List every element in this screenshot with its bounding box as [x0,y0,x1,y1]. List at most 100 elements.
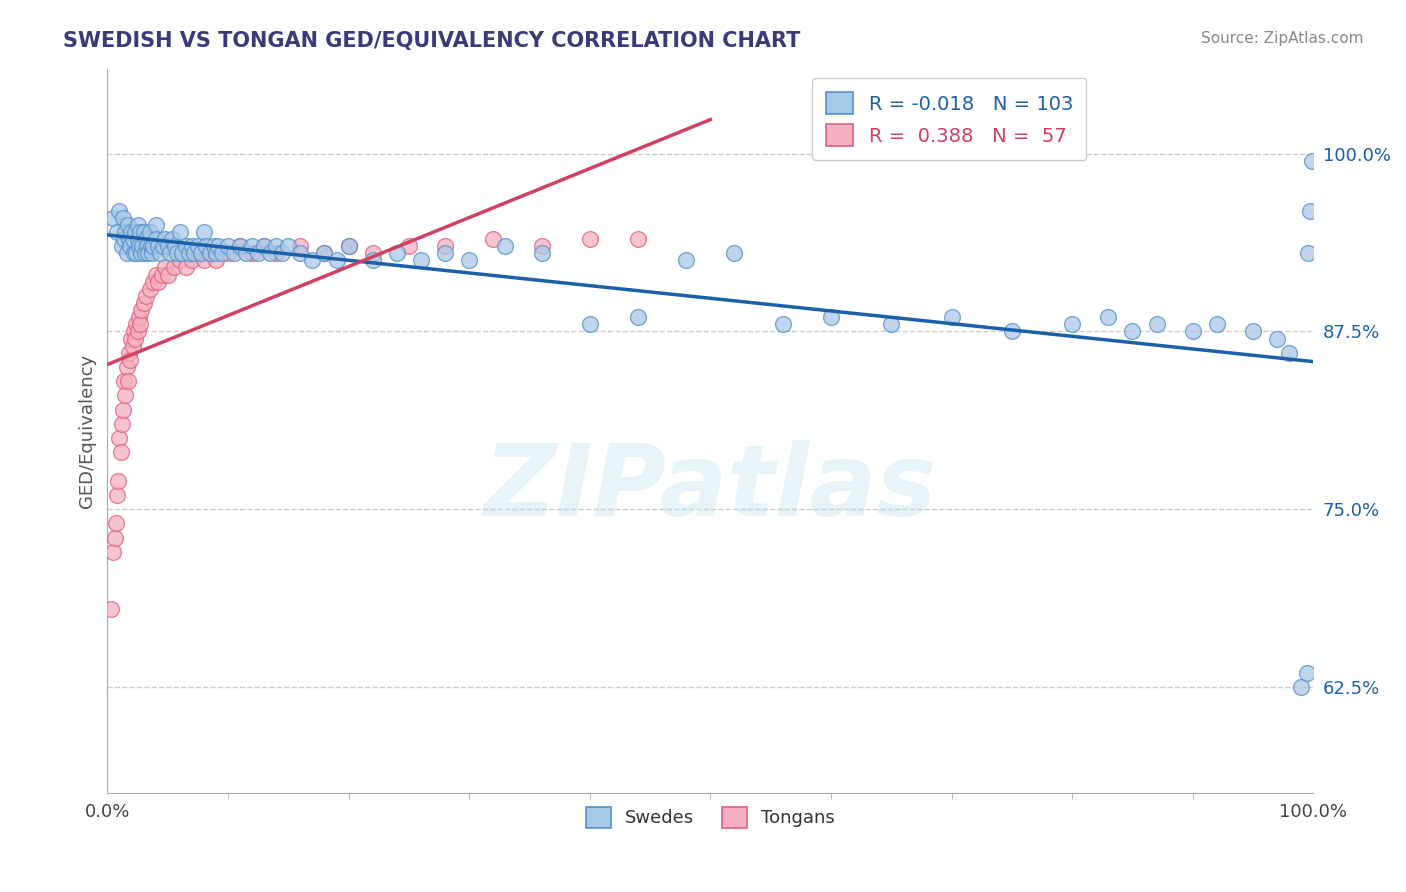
Point [129,246,152,260]
Point [1298,246,1320,260]
Point [136,239,159,253]
Point [149,246,172,260]
Point [135,232,157,246]
Point [627,232,650,246]
Point [180,239,202,253]
Point [107,474,129,488]
Y-axis label: GED/Equivalency: GED/Equivalency [79,354,96,508]
Point [103,545,125,559]
Point [494,239,516,253]
Point [138,225,160,239]
Point [121,339,143,353]
Point [253,239,276,253]
Point [290,246,312,260]
Point [187,239,209,253]
Point [1241,325,1264,339]
Point [229,239,252,253]
Point [723,246,745,260]
Point [115,359,138,374]
Point [105,488,128,502]
Point [217,239,239,253]
Text: ZIPatlas: ZIPatlas [484,441,936,537]
Point [290,239,312,253]
Point [163,260,186,275]
Point [104,516,127,531]
Point [253,239,276,253]
Point [264,246,287,260]
Point [127,325,149,339]
Point [361,246,384,260]
Point [941,310,963,325]
Point [127,232,149,246]
Point [174,260,197,275]
Point [1298,203,1320,218]
Point [156,239,179,253]
Point [207,239,229,253]
Point [112,402,135,417]
Point [1181,325,1204,339]
Point [131,239,153,253]
Point [198,246,221,260]
Point [108,203,131,218]
Point [142,275,165,289]
Point [578,318,600,332]
Point [820,310,842,325]
Point [1265,332,1288,346]
Point [128,310,150,325]
Point [117,218,139,232]
Point [112,232,135,246]
Point [105,225,128,239]
Point [180,253,202,268]
Point [205,253,228,268]
Point [125,246,148,260]
Point [434,239,457,253]
Point [100,601,122,615]
Point [124,225,146,239]
Point [129,318,152,332]
Point [163,239,186,253]
Point [162,232,184,246]
Point [179,246,201,260]
Point [1121,325,1143,339]
Point [198,246,221,260]
Point [155,260,177,275]
Point [138,246,160,260]
Point [385,246,408,260]
Point [125,318,148,332]
Point [111,417,134,431]
Point [361,253,384,268]
Point [166,246,188,260]
Point [205,246,228,260]
Point [141,246,163,260]
Point [277,239,299,253]
Point [530,239,553,253]
Point [1278,345,1301,359]
Point [247,246,270,260]
Point [135,289,157,303]
Point [111,239,134,253]
Point [108,431,131,445]
Point [211,246,233,260]
Point [301,253,323,268]
Point [118,345,141,359]
Point [121,232,143,246]
Point [202,239,225,253]
Point [169,253,191,268]
Point [112,211,135,225]
Text: Source: ZipAtlas.com: Source: ZipAtlas.com [1201,31,1364,46]
Point [121,332,143,346]
Point [880,318,903,332]
Point [121,225,143,239]
Point [409,253,432,268]
Point [240,239,263,253]
Point [115,246,138,260]
Point [132,225,155,239]
Point [134,246,156,260]
Point [259,246,281,260]
Point [1301,153,1323,168]
Point [139,239,162,253]
Point [314,246,336,260]
Point [434,246,457,260]
Point [1289,680,1312,694]
Point [235,246,257,260]
